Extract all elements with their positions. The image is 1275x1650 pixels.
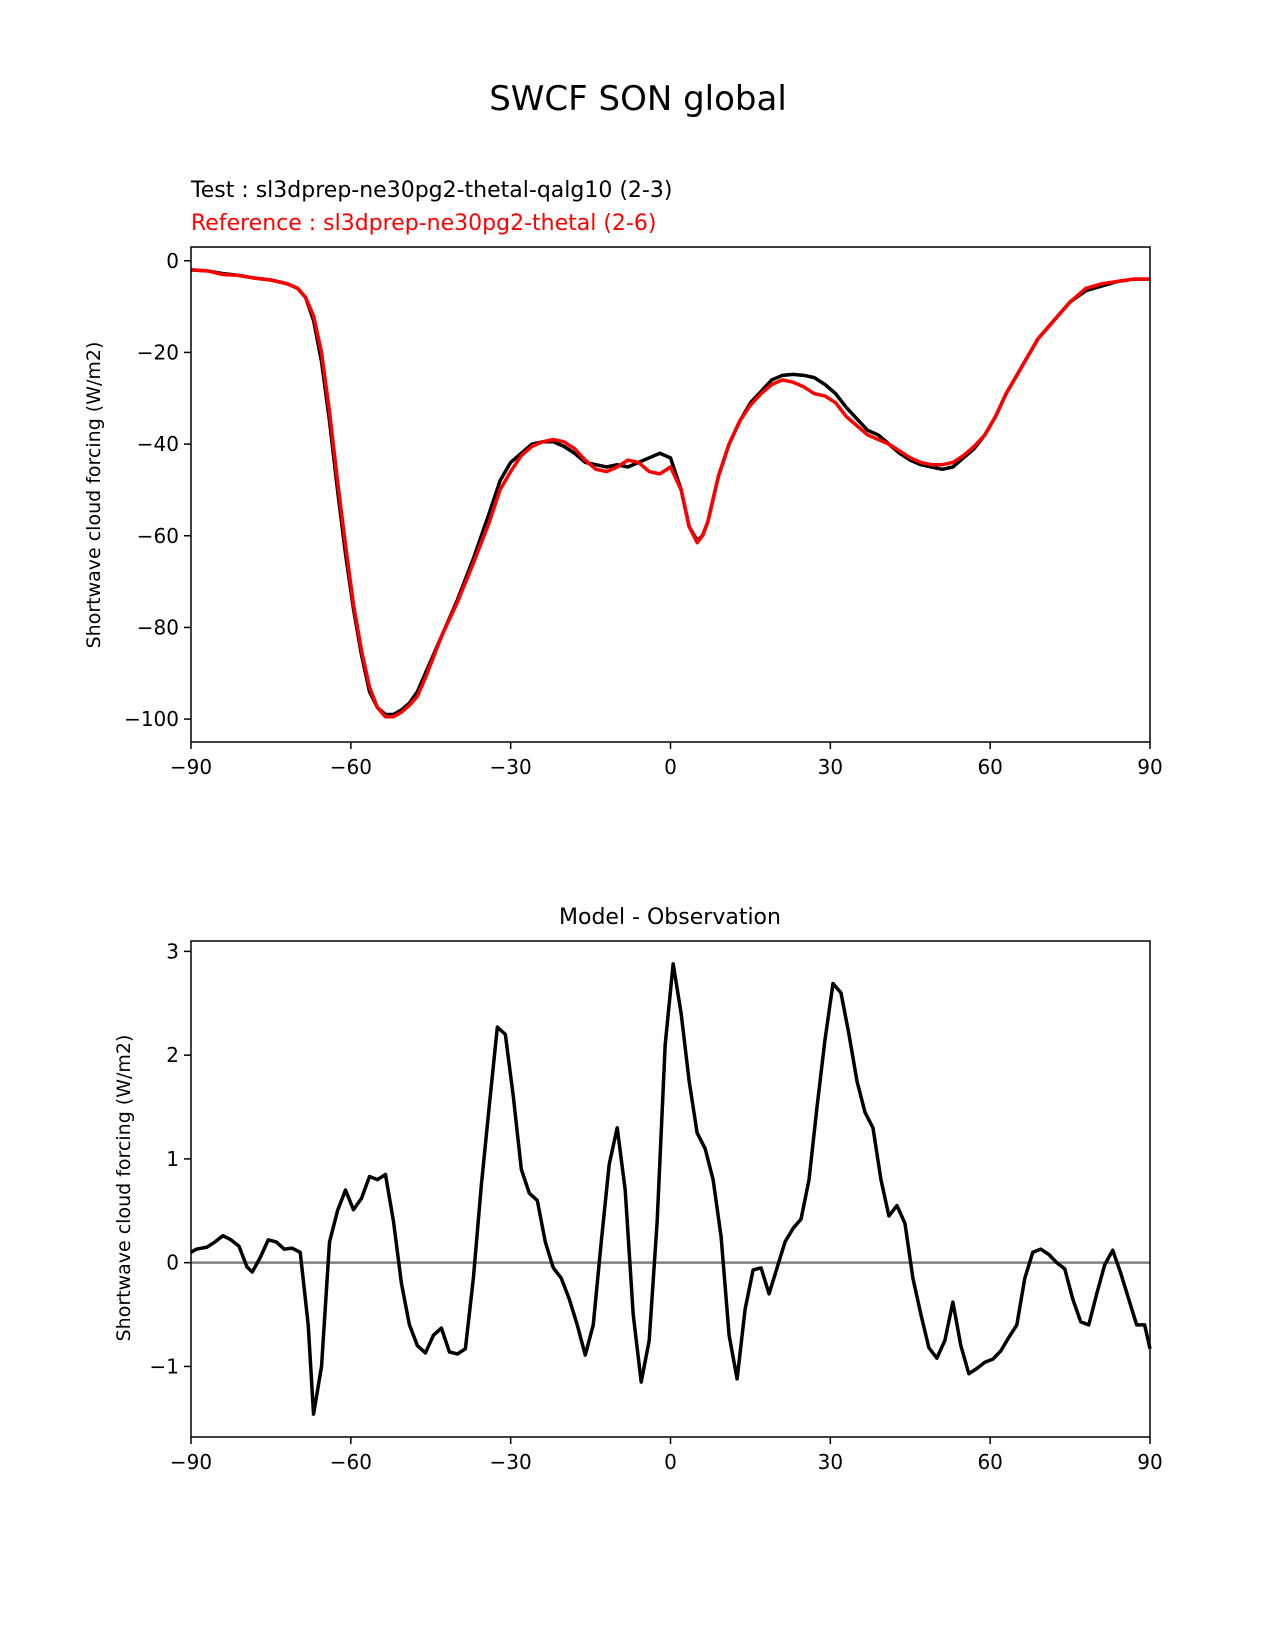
y-tick-label: 0 [166, 249, 179, 273]
y-tick-label: 3 [166, 939, 179, 963]
bottom-y-axis-label: Shortwave cloud forcing (W/m2) [113, 1035, 135, 1342]
x-tick-label: 30 [818, 755, 843, 779]
x-tick-label: 60 [977, 755, 1002, 779]
x-tick-label: 30 [818, 1450, 843, 1474]
y-tick-label: −1 [150, 1354, 179, 1378]
bottom-chart: Model - Observation Shortwave cloud forc… [113, 905, 1163, 1474]
x-tick-label: −30 [490, 1450, 532, 1474]
x-tick-label: −60 [330, 755, 372, 779]
x-tick-label: 90 [1137, 1450, 1162, 1474]
x-tick-label: 0 [664, 755, 677, 779]
x-tick-label: 0 [664, 1450, 677, 1474]
y-tick-label: −40 [137, 432, 179, 456]
series-line-test [190, 268, 1150, 717]
series-line-reference [190, 268, 1150, 719]
series-line-diff [190, 962, 1152, 1416]
plot-frame [190, 246, 1151, 743]
x-tick-label: 90 [1137, 755, 1162, 779]
test-label: Test : sl3dprep-ne30pg2-thetal-qalg10 (2… [190, 178, 672, 203]
y-tick-label: 2 [166, 1043, 179, 1067]
x-tick-label: −90 [170, 1450, 212, 1474]
bottom-plot-area: −90 −60 −30 0 30 60 90 3 2 1 0 −1 [150, 939, 1163, 1474]
plot-frame [190, 940, 1151, 1438]
y-tick-label: −20 [137, 340, 179, 364]
reference-label: Reference : sl3dprep-ne30pg2-thetal (2-6… [191, 211, 656, 236]
y-tick-label: −100 [124, 707, 179, 731]
x-tick-label: −60 [330, 1450, 372, 1474]
top-y-axis-label: Shortwave cloud forcing (W/m2) [83, 342, 105, 649]
y-tick-label: −60 [137, 524, 179, 548]
y-tick-label: 1 [166, 1147, 179, 1171]
x-tick-label: 60 [977, 1450, 1002, 1474]
figure-title: SWCF SON global [489, 79, 787, 119]
y-tick-label: 0 [166, 1251, 179, 1275]
top-plot-area: −90 −60 −30 0 30 60 90 0 −20 −40 −60 −80 −100 [124, 246, 1163, 779]
y-tick-label: −80 [137, 615, 179, 639]
top-chart: Test : sl3dprep-ne30pg2-thetal-qalg10 (2… [83, 178, 1163, 779]
x-tick-label: −90 [170, 755, 212, 779]
bottom-chart-title: Model - Observation [559, 905, 781, 930]
x-tick-label: −30 [490, 755, 532, 779]
